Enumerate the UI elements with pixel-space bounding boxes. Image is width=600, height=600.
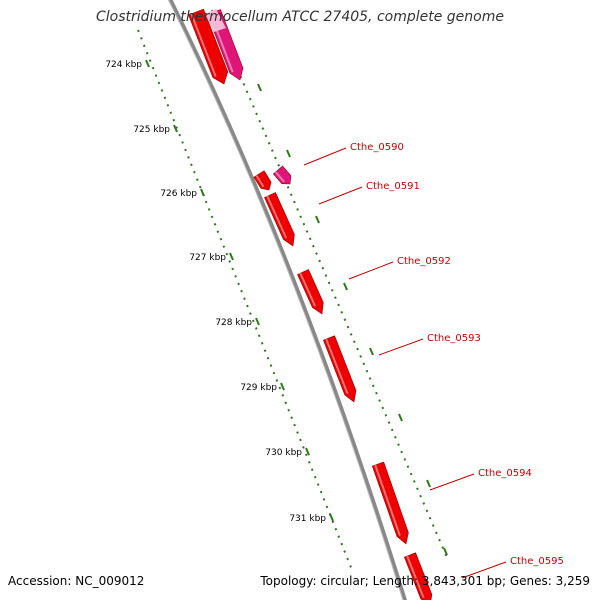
gene-feature-shine xyxy=(190,13,217,77)
tick-label: 729 kbp xyxy=(240,383,277,393)
gene-feature-top-red[interactable] xyxy=(188,8,229,85)
outer-major-tick xyxy=(426,479,431,488)
gene-feature-shine xyxy=(325,338,349,395)
tick-label: 727 kbp xyxy=(189,253,226,263)
gene-label[interactable]: Cthe_0594 xyxy=(478,468,532,479)
gene-feature-cthe-0590-b[interactable] xyxy=(272,165,292,185)
major-tick xyxy=(280,382,285,391)
tick-layer: 724 kbp 725 kbp 726 kbp 727 kbp 728 kbp 729 k… xyxy=(105,59,448,556)
gene-label-layer: Cthe_0590 Cthe_0591 Cthe_0592 Cthe_0593 Cthe… xyxy=(303,142,564,579)
genome-backbone-highlight xyxy=(167,0,404,600)
gene-feature-cthe-0593[interactable] xyxy=(323,335,357,403)
gene-feature-shine xyxy=(299,272,317,307)
major-tick xyxy=(173,124,178,133)
gene-feature-shine xyxy=(406,555,425,599)
major-tick xyxy=(329,513,334,522)
accession-text: Accession: NC_009012 xyxy=(8,574,145,588)
major-tick xyxy=(305,447,310,456)
tick-label: 725 kbp xyxy=(133,125,170,135)
gene-label-leader xyxy=(429,473,475,491)
tick-label: 726 kbp xyxy=(160,189,197,199)
gene-label-leader xyxy=(378,338,424,356)
gene-label[interactable]: Cthe_0593 xyxy=(427,333,481,344)
gene-feature-fragment xyxy=(205,9,226,32)
outer-major-tick xyxy=(343,282,348,291)
major-tick xyxy=(200,188,205,197)
tick-label: 728 kbp xyxy=(215,318,252,328)
outer-major-tick xyxy=(398,413,403,422)
gene-feature-shine xyxy=(374,464,401,536)
gene-feature-cthe-0591[interactable] xyxy=(264,192,295,247)
outer-tick-track xyxy=(211,9,449,561)
outer-major-tick xyxy=(443,547,448,556)
outer-major-tick xyxy=(286,149,291,158)
gene-feature-cthe-0595[interactable] xyxy=(404,552,433,600)
tick-label: 731 kbp xyxy=(289,514,326,524)
gene-feature-shine xyxy=(274,171,285,183)
gene-feature-cthe-0594[interactable] xyxy=(371,461,409,545)
gene-label[interactable]: Cthe_0592 xyxy=(397,256,451,267)
gene-feature-cthe-0590-a[interactable] xyxy=(253,170,272,191)
major-tick xyxy=(145,59,150,68)
gene-feature-shine xyxy=(255,175,265,188)
tick-label: 724 kbp xyxy=(105,60,142,70)
inner-tick-track xyxy=(137,29,353,571)
genome-backbone xyxy=(168,0,407,600)
genome-summary-text: Topology: circular; Length: 3,843,301 bp… xyxy=(260,574,590,588)
major-tick xyxy=(255,317,260,326)
gene-label[interactable]: Cthe_0590 xyxy=(350,142,404,153)
outer-major-tick xyxy=(315,215,320,224)
tick-label: 730 kbp xyxy=(265,448,302,458)
gene-label-leader xyxy=(348,261,394,280)
major-tick xyxy=(229,252,234,261)
outer-major-tick xyxy=(257,83,262,92)
gene-feature-cthe-0592[interactable] xyxy=(297,269,324,315)
gene-layer xyxy=(188,8,433,600)
gene-label[interactable]: Cthe_0591 xyxy=(366,181,420,192)
gene-label-leader xyxy=(461,561,507,579)
gene-label[interactable]: Cthe_0595 xyxy=(510,556,564,567)
gene-feature-shine xyxy=(266,195,288,239)
gene-label-leader xyxy=(303,147,347,166)
map-title: Clostridium thermocellum ATCC 27405, com… xyxy=(96,9,504,25)
outer-major-tick xyxy=(369,347,374,356)
gene-label-leader xyxy=(318,186,363,205)
